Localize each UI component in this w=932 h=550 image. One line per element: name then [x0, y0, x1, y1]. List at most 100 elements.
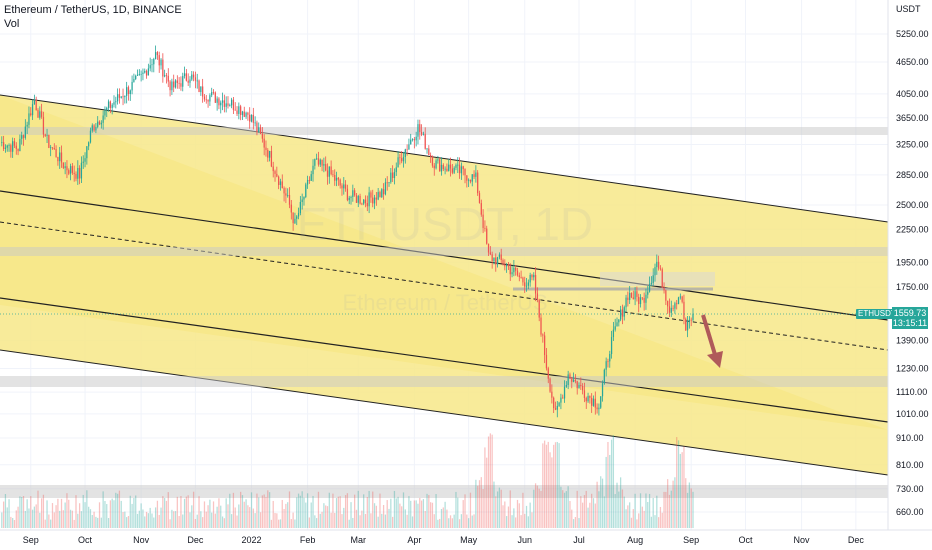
candle-body: [84, 158, 86, 162]
volume-bar: [455, 491, 457, 528]
candle-body: [567, 374, 569, 386]
candle-body: [183, 73, 186, 77]
candle-body: [513, 267, 515, 273]
volume-bar: [565, 491, 567, 528]
volume-bar: [214, 513, 216, 528]
candle-body: [401, 158, 403, 162]
x-tick: Jul: [573, 535, 585, 545]
volume-bar: [495, 496, 497, 528]
candle-body: [283, 188, 285, 194]
candle-body: [254, 122, 256, 124]
candle-body: [634, 291, 636, 300]
volume-bar: [482, 489, 484, 528]
candle-body: [261, 133, 263, 139]
candle-body: [343, 184, 345, 189]
candle-body: [420, 132, 423, 135]
volume-bar: [229, 493, 231, 528]
y-tick: 810.00: [896, 460, 924, 470]
candle-body: [339, 179, 341, 186]
volume-bar: [8, 499, 10, 528]
volume-bar: [296, 497, 298, 528]
candle-body: [502, 260, 504, 265]
candle-body: [203, 96, 206, 100]
candle-body: [426, 148, 428, 150]
volume-bar: [366, 497, 368, 528]
candle-body: [245, 112, 247, 117]
candle-body: [580, 385, 582, 387]
volume-bar: [149, 507, 151, 528]
y-tick: 1230.00: [896, 364, 929, 374]
volume-bar: [493, 481, 495, 528]
candle-body: [431, 156, 434, 166]
volume-bar: [265, 496, 267, 528]
candle-body: [368, 192, 370, 207]
volume-bar: [654, 515, 656, 528]
volume-bar: [560, 486, 562, 528]
chart-title: Ethereum / TetherUS, 1D, BINANCE: [4, 4, 182, 16]
volume-bar: [107, 518, 110, 528]
candle-body: [140, 73, 142, 75]
candle-body: [625, 297, 627, 308]
volume-bar: [102, 491, 104, 528]
candle-body: [591, 397, 593, 406]
volume-bar: [381, 513, 383, 528]
candle-body: [187, 80, 189, 83]
candle-body: [679, 296, 681, 298]
candle-body: [138, 74, 140, 75]
candle-body: [236, 110, 238, 114]
volume-bar: [410, 500, 412, 528]
candle-body: [178, 82, 180, 84]
candle-body: [507, 264, 510, 267]
volume-bar: [417, 503, 419, 528]
volume-bar: [118, 490, 121, 528]
candle-body: [335, 177, 338, 181]
lower-channel-top: [0, 297, 889, 423]
volume-bar: [165, 500, 168, 528]
volume-bar: [232, 492, 235, 528]
candle-body: [89, 130, 92, 143]
candle-body: [381, 189, 383, 198]
volume-bar: [692, 491, 694, 528]
volume-bar: [53, 512, 55, 528]
volume-bar: [359, 515, 361, 528]
volume-bar: [661, 512, 663, 528]
volume-bar: [162, 496, 164, 528]
volume-bar: [354, 494, 356, 528]
watermark-symbol: ETHUSDT, 1D: [297, 198, 593, 250]
volume-bar: [643, 510, 645, 528]
candle-body: [676, 303, 678, 305]
candle-body: [515, 267, 517, 271]
volume-bar: [392, 516, 394, 528]
candle-body: [176, 80, 178, 83]
candle-body: [53, 148, 55, 149]
candle-body: [460, 166, 463, 174]
candle-body: [91, 125, 93, 131]
volume-bar: [580, 496, 582, 528]
candle-body: [491, 254, 493, 262]
volume-bar: [39, 512, 41, 528]
candle-body: [417, 124, 419, 137]
volume-bar: [252, 508, 254, 528]
candle-body: [77, 168, 79, 179]
candle-body: [603, 369, 605, 384]
candle-body: [657, 261, 660, 269]
candle-body: [370, 192, 372, 198]
volume-bar: [281, 499, 283, 528]
volume-bar: [303, 497, 305, 528]
volume-bar: [355, 509, 358, 528]
candle-body: [19, 138, 21, 152]
candle-body: [57, 156, 59, 162]
volume-bar: [556, 441, 558, 528]
candle-body: [250, 114, 253, 122]
candle-body: [221, 100, 224, 103]
candle-body: [173, 81, 175, 88]
candle-body: [182, 76, 184, 87]
volume-bar: [4, 494, 7, 528]
volume-bar: [600, 476, 602, 528]
candle-body: [341, 185, 343, 189]
volume-bar: [211, 512, 213, 528]
candle-body: [348, 197, 350, 201]
volume-bar: [690, 488, 692, 528]
volume-bar: [388, 508, 390, 528]
